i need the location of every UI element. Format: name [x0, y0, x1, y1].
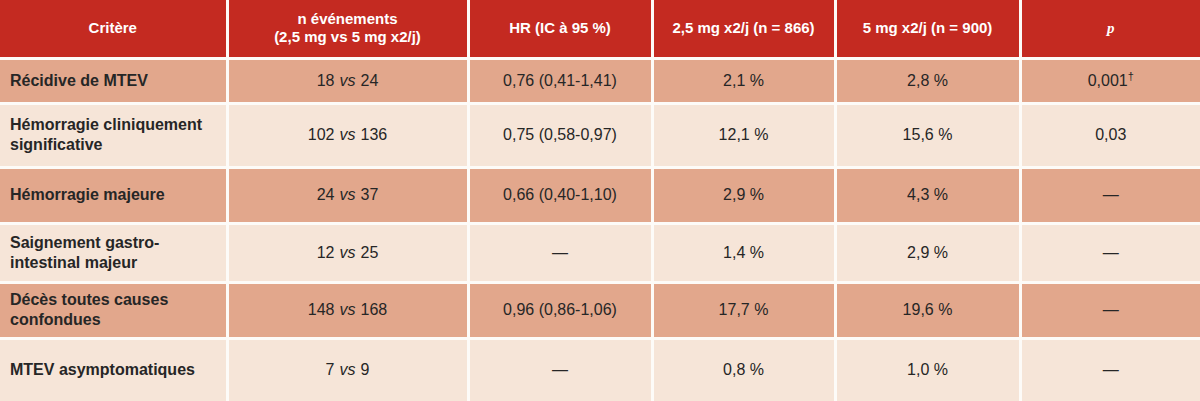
dagger-note: † — [1128, 69, 1134, 81]
n-events-arm1: 24 — [317, 186, 335, 203]
vs-label: vs — [335, 361, 361, 378]
table-row: Hémorragie cliniquement significative 10… — [0, 103, 1200, 167]
table-row: Hémorragie majeure 24vs37 0,66 (0,40-1,1… — [0, 167, 1200, 223]
cell-n-events: 12vs25 — [227, 223, 468, 282]
table-row: MTEV asymptomatiques 7vs9 — 0,8 % 1,0 % … — [0, 338, 1200, 401]
cell-hr: 0,75 (0,58-0,97) — [468, 103, 652, 167]
n-events-arm1: 102 — [308, 126, 335, 143]
cell-n-events: 102vs136 — [227, 103, 468, 167]
n-events-arm2: 25 — [361, 244, 379, 261]
col-header-p: p — [1020, 0, 1200, 58]
vs-label: vs — [335, 72, 361, 89]
n-events-arm1: 148 — [308, 301, 335, 318]
cell-pct-2-5mg: 17,7 % — [652, 282, 835, 338]
cell-pct-2-5mg: 2,9 % — [652, 167, 835, 223]
p-value: 0,03 — [1095, 126, 1126, 143]
clinical-results-table: Critère n événements (2,5 mg vs 5 mg x2/… — [0, 0, 1200, 401]
n-events-arm2: 24 — [361, 72, 379, 89]
table-row: Saignement gastro-intestinal majeur 12vs… — [0, 223, 1200, 282]
col-header-dose-5mg: 5 mg x2/j (n = 900) — [835, 0, 1020, 58]
cell-n-events: 24vs37 — [227, 167, 468, 223]
p-value: — — [1103, 361, 1119, 378]
cell-hr: — — [468, 223, 652, 282]
cell-pct-2-5mg: 0,8 % — [652, 338, 835, 401]
cell-hr: 0,76 (0,41-1,41) — [468, 58, 652, 103]
header-row: Critère n événements (2,5 mg vs 5 mg x2/… — [0, 0, 1200, 58]
p-value: — — [1103, 186, 1119, 203]
n-events-arm1: 12 — [317, 244, 335, 261]
n-events-line1: n événements — [235, 10, 461, 29]
vs-label: vs — [335, 244, 361, 261]
cell-criterion: Récidive de MTEV — [0, 58, 227, 103]
col-header-criterion: Critère — [0, 0, 227, 58]
cell-hr: 0,66 (0,40-1,10) — [468, 167, 652, 223]
p-value: 0,001 — [1088, 72, 1128, 89]
vs-label: vs — [335, 126, 361, 143]
n-events-arm2: 168 — [361, 301, 388, 318]
cell-pct-5mg: 19,6 % — [835, 282, 1020, 338]
cell-pct-5mg: 1,0 % — [835, 338, 1020, 401]
cell-pct-2-5mg: 1,4 % — [652, 223, 835, 282]
n-events-line2: (2,5 mg vs 5 mg x2/j) — [235, 28, 461, 47]
cell-n-events: 148vs168 — [227, 282, 468, 338]
cell-p-value: 0,001† — [1020, 58, 1200, 103]
cell-criterion: Hémorragie majeure — [0, 167, 227, 223]
cell-criterion: Hémorragie cliniquement significative — [0, 103, 227, 167]
p-value: — — [1103, 301, 1119, 318]
col-header-dose-2-5mg: 2,5 mg x2/j (n = 866) — [652, 0, 835, 58]
cell-p-value: 0,03 — [1020, 103, 1200, 167]
col-header-n-events: n événements (2,5 mg vs 5 mg x2/j) — [227, 0, 468, 58]
vs-label: vs — [335, 186, 361, 203]
cell-pct-2-5mg: 12,1 % — [652, 103, 835, 167]
n-events-arm2: 37 — [361, 186, 379, 203]
cell-hr: — — [468, 338, 652, 401]
cell-pct-5mg: 2,9 % — [835, 223, 1020, 282]
cell-p-value: — — [1020, 338, 1200, 401]
vs-label: vs — [335, 301, 361, 318]
cell-n-events: 18vs24 — [227, 58, 468, 103]
cell-p-value: — — [1020, 167, 1200, 223]
cell-pct-5mg: 15,6 % — [835, 103, 1020, 167]
n-events-arm2: 9 — [361, 361, 370, 378]
col-header-hr: HR (IC à 95 %) — [468, 0, 652, 58]
table-row: Décès toutes causes confondues 148vs168 … — [0, 282, 1200, 338]
cell-n-events: 7vs9 — [227, 338, 468, 401]
table-row: Récidive de MTEV 18vs24 0,76 (0,41-1,41)… — [0, 58, 1200, 103]
p-value: — — [1103, 244, 1119, 261]
n-events-arm1: 7 — [326, 361, 335, 378]
cell-criterion: MTEV asymptomatiques — [0, 338, 227, 401]
cell-p-value: — — [1020, 223, 1200, 282]
cell-criterion: Décès toutes causes confondues — [0, 282, 227, 338]
cell-pct-2-5mg: 2,1 % — [652, 58, 835, 103]
n-events-arm1: 18 — [317, 72, 335, 89]
cell-pct-5mg: 2,8 % — [835, 58, 1020, 103]
n-events-arm2: 136 — [361, 126, 388, 143]
cell-criterion: Saignement gastro-intestinal majeur — [0, 223, 227, 282]
cell-pct-5mg: 4,3 % — [835, 167, 1020, 223]
cell-hr: 0,96 (0,86-1,06) — [468, 282, 652, 338]
cell-p-value: — — [1020, 282, 1200, 338]
